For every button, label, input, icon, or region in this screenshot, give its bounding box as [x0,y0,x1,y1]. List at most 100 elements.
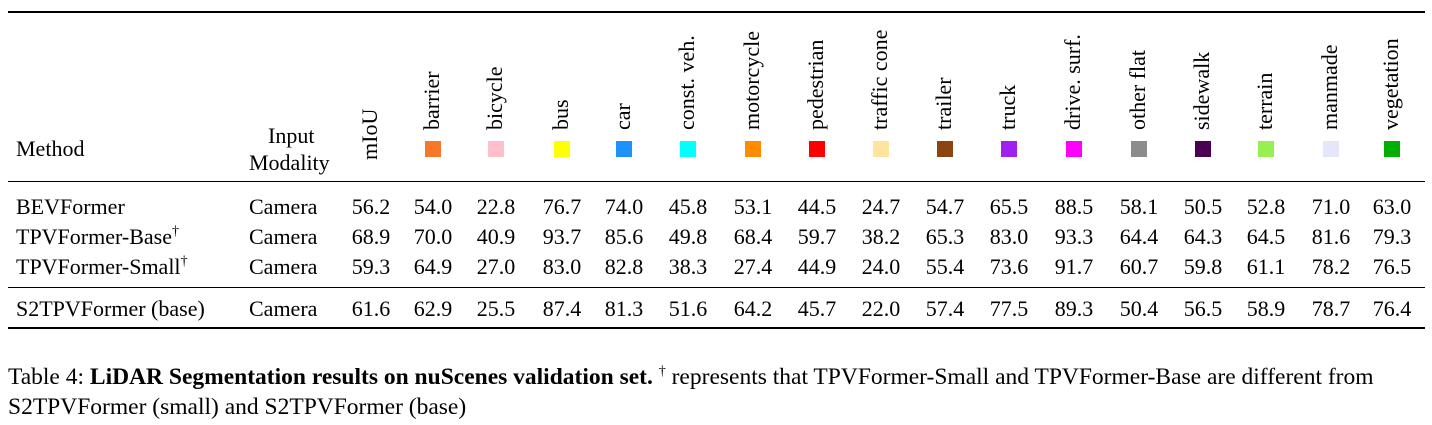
table-cell: 38.2 [861,224,901,249]
table-cell: 77.5 [989,296,1029,321]
table-cell: 52.8 [1246,194,1286,219]
class-color-swatch [616,141,632,157]
row-modality: Camera [249,254,318,279]
table-cell: 76.5 [1372,254,1412,279]
table-cell: 40.9 [476,224,516,249]
table-cell: 78.2 [1311,254,1351,279]
caption-dagger: † [658,364,666,379]
table-cell: 78.7 [1311,296,1351,321]
table-cell: 60.7 [1119,254,1159,279]
header-class-1: bicycle [482,66,507,130]
table-cell: 50.5 [1183,194,1223,219]
table-cell: 58.9 [1246,296,1286,321]
row-method-dagger: † [171,224,179,239]
row-method: TPVFormer-Small† [16,254,188,279]
header-class-6: pedestrian [803,39,828,130]
header-modality: Modality [249,150,330,175]
header-class-0: barrier [419,71,444,130]
row-method-text: TPVFormer-Small [16,254,181,279]
row-method-text: TPVFormer-Base [16,224,172,249]
table-cell: 79.3 [1372,224,1412,249]
table-cell: 63.0 [1372,194,1412,219]
class-color-swatch [745,141,761,157]
table-cell: 85.6 [604,224,644,249]
table-cell: 93.3 [1054,224,1094,249]
caption-text: represents that TPVFormer-Small and TPVF… [8,364,1374,420]
table-cell: 56.5 [1183,296,1223,321]
row-method-text: S2TPVFormer (base) [16,296,205,321]
table-cell: 76.4 [1372,296,1412,321]
table-caption: Table 4: LiDAR Segmentation results on n… [8,362,1428,422]
class-color-swatch [680,141,696,157]
table-cell: 64.4 [1119,224,1159,249]
table-cell: 44.9 [797,254,837,279]
table-cell: 61.1 [1246,254,1286,279]
table-cell: 65.5 [989,194,1029,219]
table-cell: 87.4 [542,296,582,321]
table-cell: 65.3 [925,224,965,249]
table-cell: 49.8 [668,224,708,249]
table-cell: 81.6 [1311,224,1351,249]
caption-label: Table 4: [8,364,85,390]
table-cell: 68.4 [733,224,773,249]
header-input: Input [268,123,315,148]
header-class-13: terrain [1252,72,1277,130]
group-rule [8,287,1425,288]
table-cell: 74.0 [604,194,644,219]
header-class-3: car [610,103,635,130]
table-cell: 56.2 [351,194,391,219]
header-class-8: trailer [931,77,956,130]
table-cell: 70.0 [413,224,453,249]
row-method-dagger: † [180,254,188,269]
table-cell: 64.2 [733,296,773,321]
class-color-swatch [1066,141,1082,157]
header-miou: mIoU [357,108,382,160]
class-color-swatch [1001,141,1017,157]
bottom-rule [8,327,1425,329]
table-cell: 64.3 [1183,224,1223,249]
row-modality: Camera [249,194,318,219]
top-rule [8,11,1425,13]
row-method: TPVFormer-Base† [16,224,179,249]
class-color-swatch [1258,141,1274,157]
table-cell: 59.3 [351,254,391,279]
table-cell: 25.5 [476,296,516,321]
table-cell: 81.3 [604,296,644,321]
table-cell: 73.6 [989,254,1029,279]
table-cell: 54.7 [925,194,965,219]
table-cell: 89.3 [1054,296,1094,321]
table-cell: 82.8 [604,254,644,279]
table-cell: 61.6 [351,296,391,321]
table-cell: 71.0 [1311,194,1351,219]
header-class-12: sidewalk [1189,51,1214,130]
table-cell: 24.7 [861,194,901,219]
table-cell: 59.7 [797,224,837,249]
table-cell: 57.4 [925,296,965,321]
table-cell: 59.8 [1183,254,1223,279]
header-class-5: motorcycle [739,31,764,130]
class-color-swatch [809,141,825,157]
header-class-4: const. veh. [674,35,699,130]
header-rule [8,181,1425,182]
table-cell: 64.9 [413,254,453,279]
class-color-swatch [937,141,953,157]
table-cell: 91.7 [1054,254,1094,279]
header-class-9: truck [995,84,1020,130]
table-cell: 83.0 [542,254,582,279]
table-cell: 58.1 [1119,194,1159,219]
class-color-swatch [554,141,570,157]
table-cell: 45.7 [797,296,837,321]
row-method: S2TPVFormer (base) [16,298,205,320]
class-color-swatch [1323,141,1339,157]
table-cell: 50.4 [1119,296,1159,321]
row-modality: Camera [249,224,318,249]
table-cell: 27.4 [733,254,773,279]
table-cell: 76.7 [542,194,582,219]
table-cell: 55.4 [925,254,965,279]
class-color-swatch [488,141,504,157]
table-cell: 64.5 [1246,224,1286,249]
table-cell: 83.0 [989,224,1029,249]
class-color-swatch [1195,141,1211,157]
header-class-14: manmade [1317,44,1342,130]
table-cell: 44.5 [797,194,837,219]
